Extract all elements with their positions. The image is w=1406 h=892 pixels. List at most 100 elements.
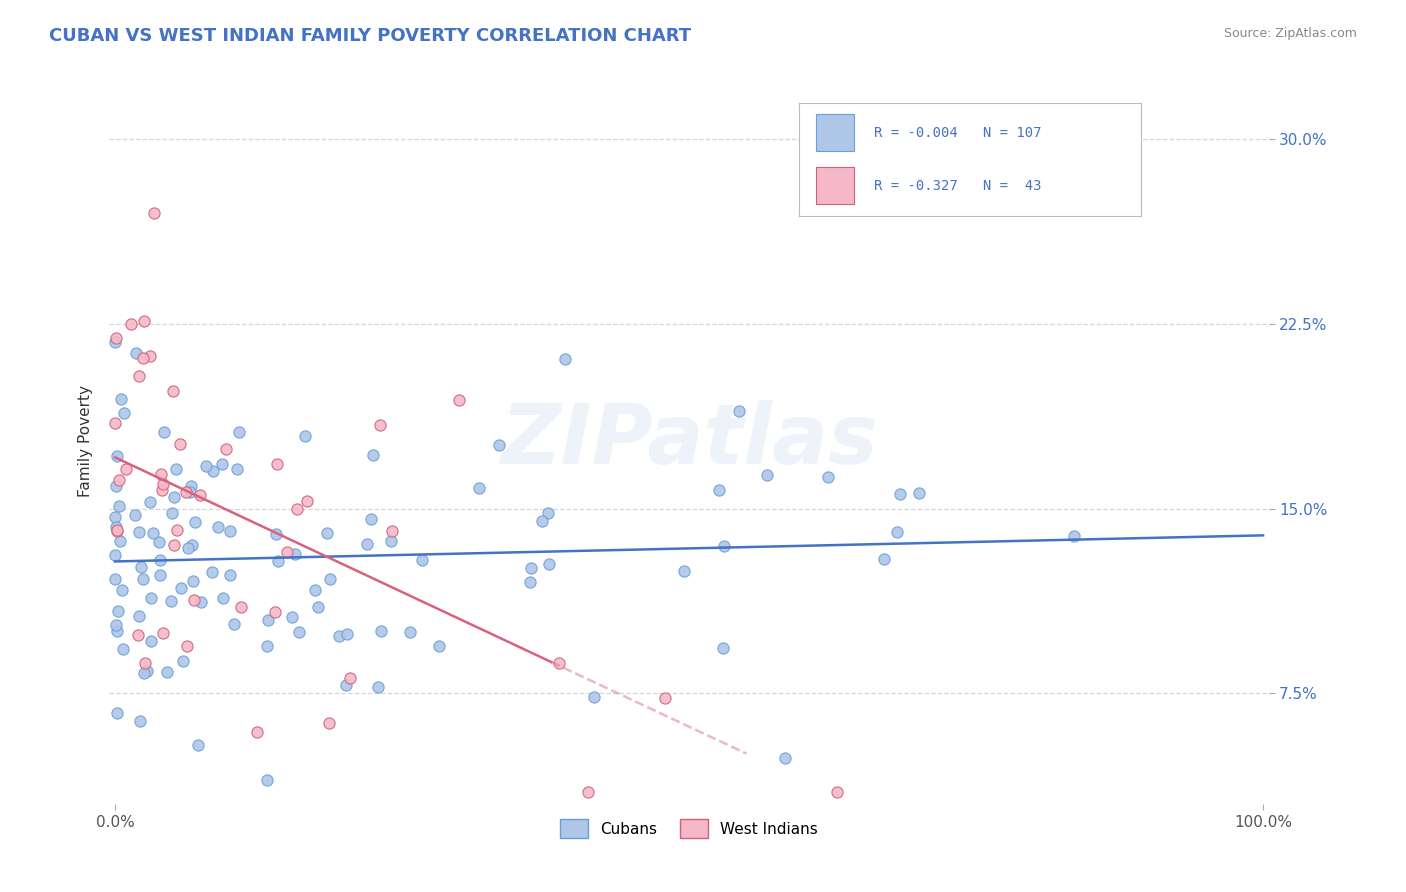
Point <box>711 640 734 655</box>
Point <box>381 524 404 538</box>
Point <box>538 558 561 572</box>
Point <box>160 506 183 520</box>
Point <box>488 438 510 452</box>
Point <box>380 534 402 549</box>
Point <box>152 625 174 640</box>
Point <box>218 524 240 538</box>
Point <box>166 524 188 538</box>
Point <box>132 351 155 366</box>
Point <box>115 462 138 476</box>
Point <box>257 613 280 627</box>
Point <box>129 559 152 574</box>
Point <box>162 384 184 398</box>
Point <box>107 473 129 487</box>
Legend: Cubans, West Indians: Cubans, West Indians <box>554 814 824 844</box>
Text: CUBAN VS WEST INDIAN FAMILY POVERTY CORRELATION CHART: CUBAN VS WEST INDIAN FAMILY POVERTY CORR… <box>49 27 692 45</box>
Point <box>280 610 302 624</box>
Point <box>889 487 911 501</box>
Point <box>727 403 749 417</box>
Point <box>873 552 896 566</box>
Point <box>229 600 252 615</box>
Point <box>713 540 735 554</box>
Point <box>1063 529 1085 543</box>
Point <box>264 527 287 541</box>
Point <box>222 617 245 632</box>
Y-axis label: Family Poverty: Family Poverty <box>79 384 93 497</box>
Point <box>256 772 278 787</box>
Point <box>156 665 179 679</box>
Point <box>165 461 187 475</box>
Point <box>107 524 129 538</box>
Point <box>211 457 233 471</box>
Point <box>143 206 166 220</box>
Point <box>368 417 391 432</box>
Point <box>104 618 127 632</box>
Point <box>202 464 225 478</box>
Point <box>319 573 342 587</box>
Point <box>547 656 569 670</box>
Point <box>267 553 290 567</box>
Point <box>104 549 127 563</box>
Point <box>110 392 132 407</box>
Point <box>132 313 155 327</box>
Point <box>228 425 250 439</box>
Text: Source: ZipAtlas.com: Source: ZipAtlas.com <box>1223 27 1357 40</box>
Point <box>104 509 127 524</box>
Point <box>181 574 204 589</box>
Point <box>134 666 156 681</box>
Point <box>134 656 156 670</box>
Point <box>153 425 176 440</box>
Point <box>315 525 337 540</box>
Point <box>149 553 172 567</box>
Point <box>139 350 162 364</box>
Point <box>908 486 931 500</box>
Point <box>276 545 298 559</box>
Point <box>174 485 197 500</box>
Point <box>207 520 229 534</box>
Point <box>124 508 146 522</box>
Point <box>707 483 730 498</box>
Point <box>295 494 318 508</box>
Point <box>138 494 160 508</box>
Point <box>190 488 212 502</box>
Point <box>127 628 149 642</box>
Point <box>328 629 350 643</box>
Point <box>132 572 155 586</box>
Point <box>163 538 186 552</box>
Point <box>654 691 676 706</box>
Point <box>411 553 433 567</box>
Point <box>218 567 240 582</box>
Point <box>172 654 194 668</box>
Point <box>318 715 340 730</box>
Point <box>128 369 150 384</box>
Point <box>827 785 849 799</box>
Point <box>179 485 201 500</box>
Point <box>112 406 135 420</box>
Point <box>152 476 174 491</box>
Point <box>576 785 599 799</box>
Point <box>361 448 384 462</box>
Point <box>105 449 128 463</box>
Point <box>104 416 127 430</box>
Point <box>264 605 287 619</box>
Point <box>211 591 233 605</box>
Point <box>756 467 779 482</box>
Point <box>128 609 150 624</box>
Point <box>180 479 202 493</box>
Point <box>360 512 382 526</box>
Point <box>149 467 172 482</box>
Point <box>215 442 238 456</box>
Point <box>148 535 170 549</box>
Point <box>367 681 389 695</box>
Point <box>554 351 576 366</box>
Point <box>190 595 212 609</box>
Point <box>159 594 181 608</box>
Point <box>104 334 127 349</box>
Point <box>110 534 132 549</box>
Point <box>136 665 159 679</box>
Text: ZIPatlas: ZIPatlas <box>501 401 877 482</box>
Point <box>170 581 193 595</box>
Point <box>105 706 128 721</box>
Point <box>139 591 162 605</box>
Point <box>427 639 450 653</box>
